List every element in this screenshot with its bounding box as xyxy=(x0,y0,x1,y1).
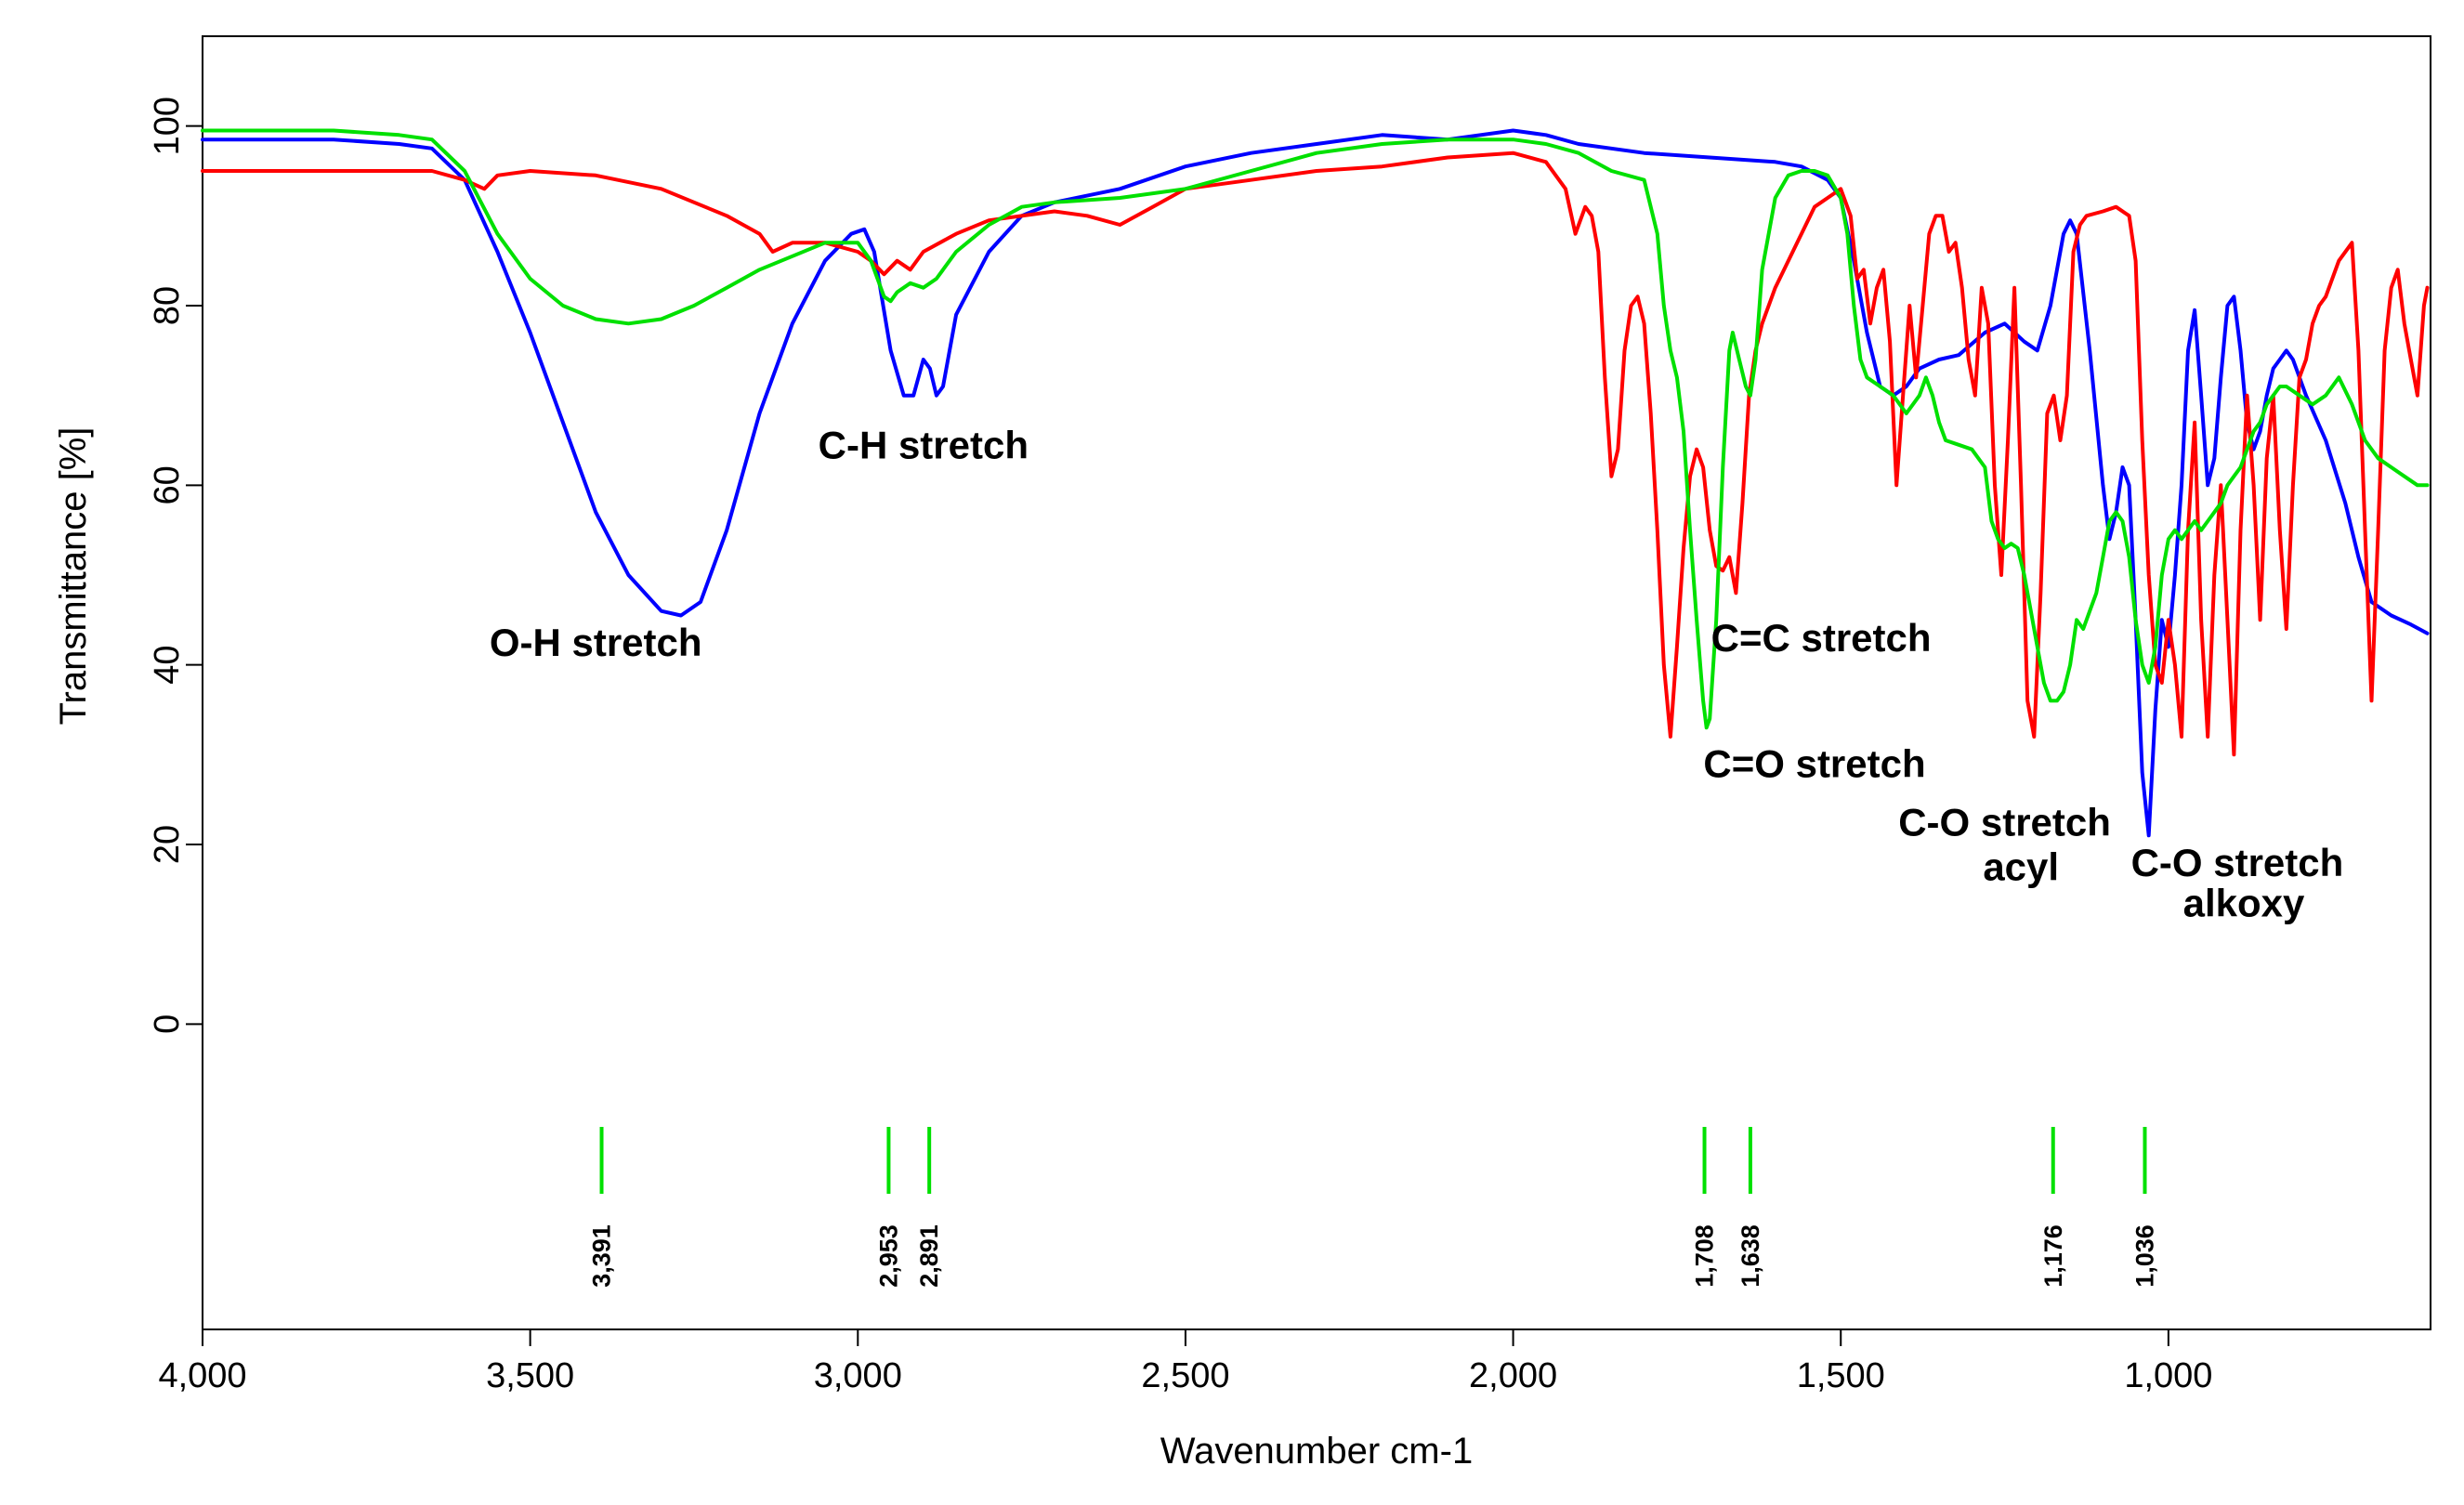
series-line-blue xyxy=(201,128,2430,838)
y-tick-label: 0 xyxy=(148,1014,187,1034)
annotation-label: C=O stretch xyxy=(1703,742,1925,786)
peak-marker-label: 1,036 xyxy=(2130,1224,2158,1288)
peak-marker-label: 2,953 xyxy=(874,1224,902,1288)
annotation-label: acyl xyxy=(1983,845,2059,889)
annotations: O-H stretch C-H stretch C=C stretch C=O str… xyxy=(490,423,2343,924)
x-tick-label: 1,500 xyxy=(1797,1356,1885,1395)
annotation-label: C-O stretch xyxy=(1898,800,2111,844)
plot-frame xyxy=(202,35,2431,1330)
y-tick-label: 100 xyxy=(148,97,187,155)
series-line-red xyxy=(201,150,2430,757)
x-tick-label: 1,000 xyxy=(2124,1356,2212,1395)
series-layer xyxy=(201,128,2430,838)
annotation-label: C-O stretch xyxy=(2131,841,2344,884)
annotation-label: C-H stretch xyxy=(819,423,1029,466)
x-tick-label: 2,500 xyxy=(1141,1356,1229,1395)
x-axis: 4,000 3,500 3,000 2,500 2,000 1,500 1,000 xyxy=(158,1329,2212,1395)
y-tick-label: 40 xyxy=(148,646,187,685)
peak-marker-label: 1,176 xyxy=(2039,1224,2067,1288)
x-axis-title: Wavenumber cm-1 xyxy=(1160,1431,1473,1472)
x-tick-label: 2,000 xyxy=(1469,1356,1557,1395)
peak-marker-label: 3,391 xyxy=(588,1224,616,1288)
peak-marker-label: 1,638 xyxy=(1737,1224,1764,1288)
y-tick-label: 20 xyxy=(148,825,187,864)
annotation-label: O-H stretch xyxy=(490,621,702,664)
peak-markers: 3,391 2,953 2,891 1,708 1,638 1,176 1,036 xyxy=(588,1127,2158,1288)
x-tick-label: 3,500 xyxy=(486,1356,574,1395)
peak-marker-label: 1,708 xyxy=(1691,1224,1719,1288)
y-axis: 0 20 40 60 80 100 xyxy=(148,97,203,1034)
y-axis-title: Transmittance [%] xyxy=(53,427,94,726)
x-tick-label: 4,000 xyxy=(158,1356,246,1395)
peak-marker-label: 2,891 xyxy=(915,1224,943,1288)
annotation-label: C=C stretch xyxy=(1711,616,1932,660)
annotation-label: alkoxy xyxy=(2183,881,2305,924)
x-tick-label: 3,000 xyxy=(814,1356,902,1395)
y-tick-label: 80 xyxy=(148,286,187,325)
series-line-green xyxy=(201,128,2430,730)
y-tick-label: 60 xyxy=(148,465,187,504)
